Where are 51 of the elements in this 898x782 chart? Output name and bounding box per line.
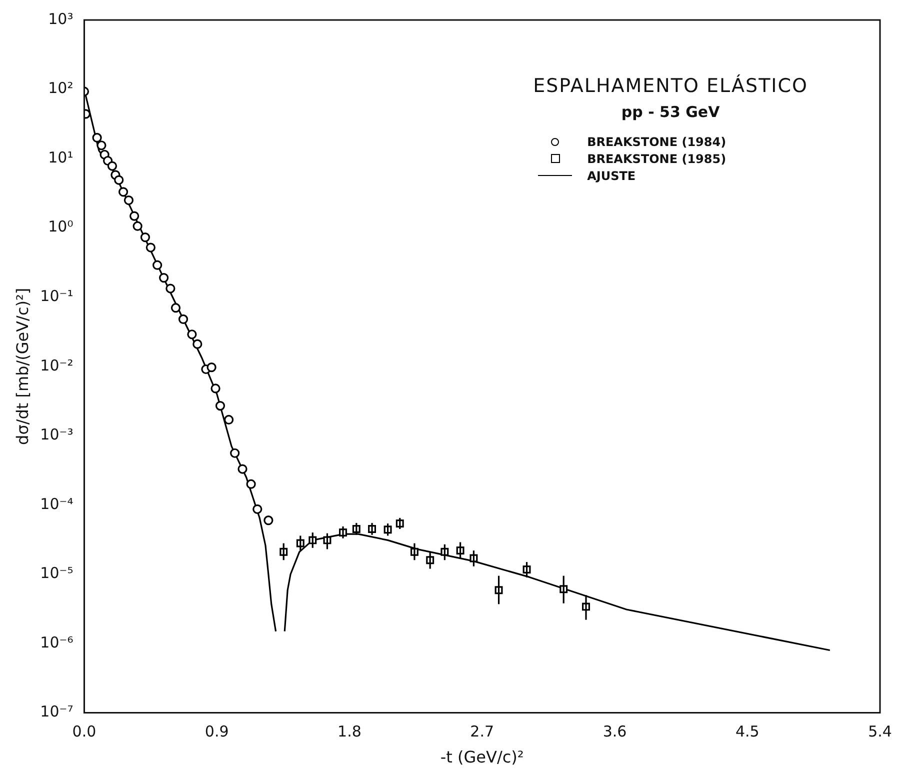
- y-tick-label: 10³: [48, 10, 74, 28]
- point: [140, 232, 150, 242]
- point: [107, 161, 118, 171]
- point: [178, 314, 188, 324]
- x-tick-label: 0.0: [72, 722, 96, 741]
- point: [170, 303, 181, 313]
- legend-label: BREAKSTONE (1985): [587, 152, 726, 166]
- point: [252, 504, 262, 514]
- point: [158, 273, 169, 283]
- point: [264, 516, 274, 526]
- point: [118, 187, 128, 197]
- text: pp - 53 GeV: [620, 103, 721, 121]
- point: [206, 362, 216, 372]
- point: [114, 175, 124, 185]
- point: [152, 260, 162, 270]
- y-tick-label: 10²: [48, 79, 74, 98]
- x-tick-label: 1.8: [338, 722, 362, 741]
- text: ESPALHAMENTO ELÁSTICO: [533, 75, 808, 97]
- y-axis-title: dσ/dt [mb/(GeV/c)²]: [12, 288, 32, 445]
- point: [224, 414, 234, 425]
- y-tick-label: 10⁻⁶: [40, 633, 74, 652]
- y-tick-label: 10⁻⁷: [40, 702, 74, 721]
- point: [210, 384, 220, 394]
- point: [92, 132, 102, 143]
- point: [96, 140, 106, 150]
- point: [238, 464, 248, 474]
- x-tick-label: 2.7: [470, 722, 494, 741]
- point: [146, 242, 156, 252]
- y-tick-label: 10¹: [48, 148, 74, 166]
- x-tick-label: 0.9: [204, 722, 229, 741]
- point: [187, 330, 197, 340]
- point: [246, 479, 256, 489]
- legend-label: BREAKSTONE (1984): [587, 134, 726, 148]
- point: [230, 448, 240, 458]
- legend-label: AJUSTE: [587, 168, 636, 182]
- point: [130, 211, 140, 221]
- x-tick-label: 4.5: [735, 722, 760, 741]
- y-tick-label: 10⁻⁵: [40, 564, 74, 582]
- x-axis-title: -t (GeV/c)²: [440, 748, 524, 767]
- y-tick-label: 10⁻²: [40, 356, 74, 374]
- y-tick-label: 10⁻³: [40, 426, 74, 444]
- y-tick-label: 10⁻⁴: [40, 494, 74, 513]
- point: [166, 284, 176, 294]
- point: [124, 195, 134, 206]
- y-tick-label: 10⁰: [48, 218, 74, 236]
- point: [215, 400, 226, 411]
- point: [132, 221, 142, 231]
- x-tick-label: 3.6: [602, 722, 627, 741]
- x-tick-label: 5.4: [868, 722, 892, 741]
- point: [192, 339, 202, 349]
- y-tick-label: 10⁻¹: [40, 287, 74, 306]
